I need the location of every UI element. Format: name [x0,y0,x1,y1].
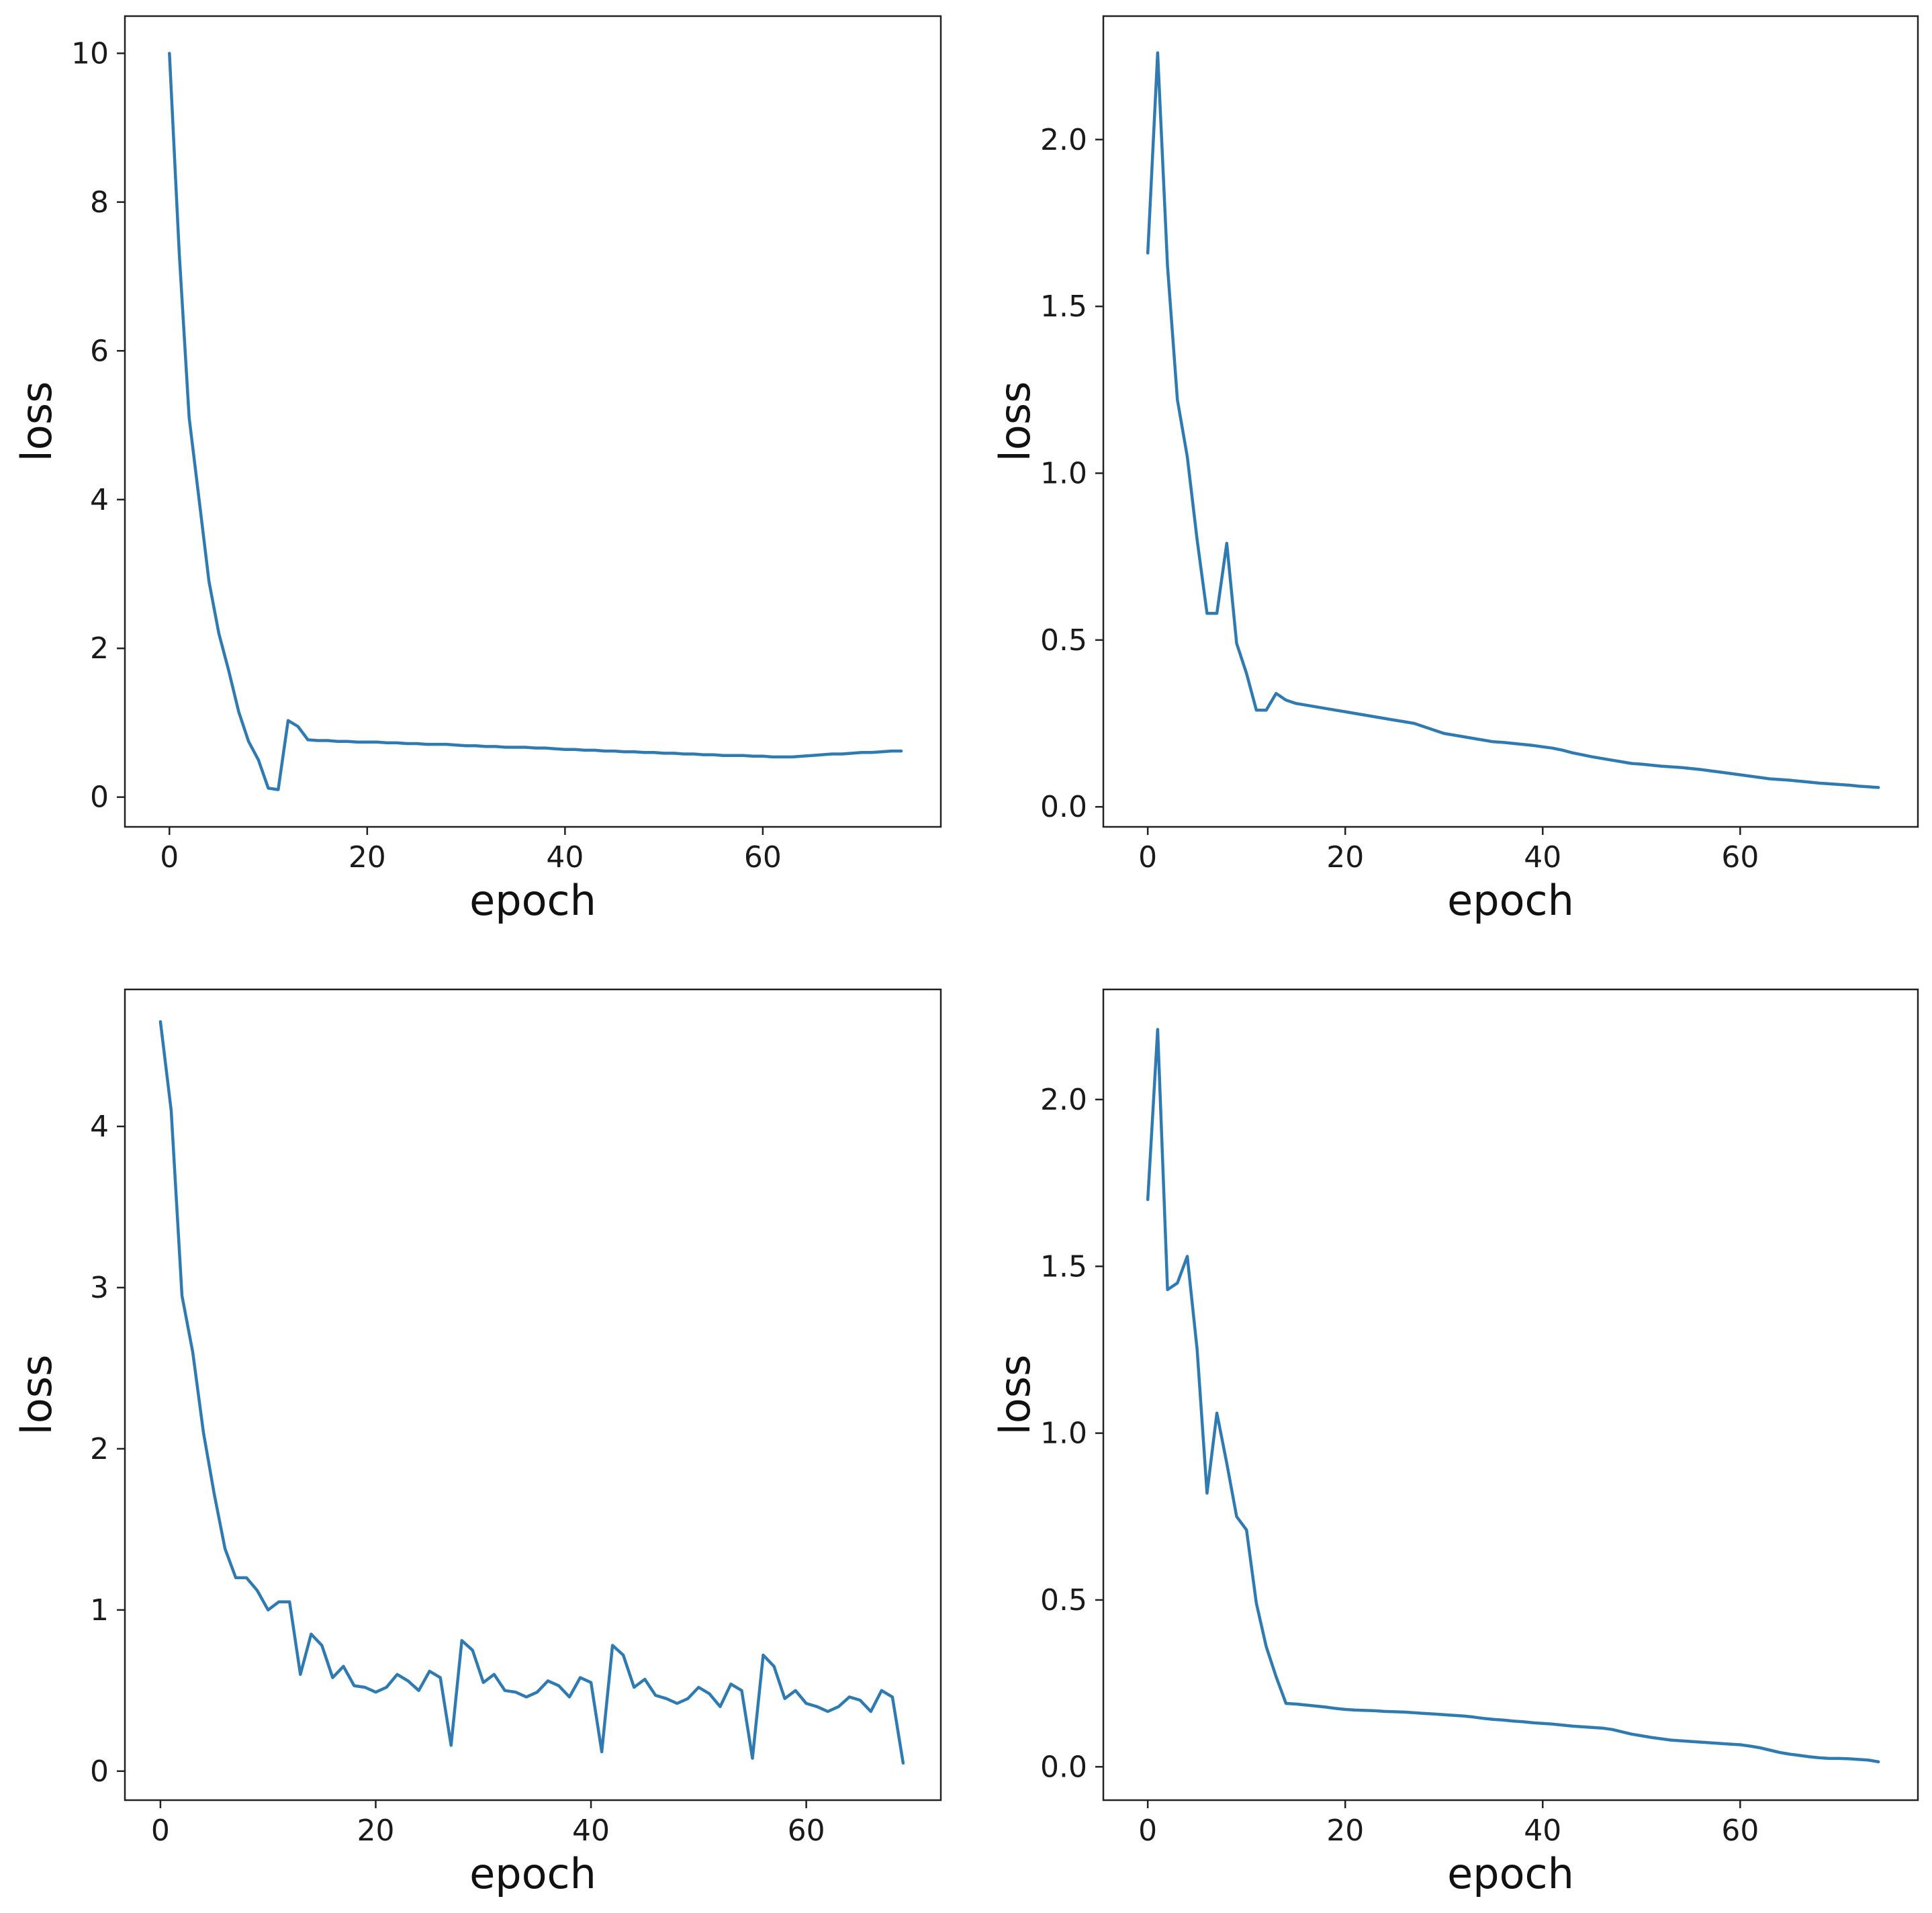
plot-frame [1102,15,1919,828]
y-axis-label: loss [12,1355,61,1435]
y-tick-label: 0 [90,1754,109,1789]
y-tick-label: 2.0 [1040,1083,1087,1117]
y-tick-label: 3 [90,1271,109,1305]
x-tick-label: 60 [788,1814,825,1848]
y-axis-label: loss [991,382,1040,462]
x-tick-label: 20 [357,1814,394,1848]
y-tick-label: 2.0 [1040,123,1087,157]
x-tick-label: 40 [572,1814,610,1848]
chart-panel-top-right: 0 20 40 60 0.0 0.5 1.0 1.5 2.0 epoch loss [991,15,1919,925]
y-tick-label: 1.0 [1040,1417,1087,1451]
y-tick-label: 10 [71,36,109,71]
y-tick-label: 4 [90,1110,109,1144]
x-tick-label: 40 [1524,1814,1561,1848]
x-tick-label: 60 [1721,840,1759,875]
y-tick-label: 2 [90,631,109,666]
y-tick-label: 1.5 [1040,1249,1087,1284]
x-tick-label: 0 [160,840,179,875]
y-tick-label: 6 [90,334,109,368]
series-line-loss [1146,1028,1880,1764]
y-axis-label: loss [991,1355,1040,1435]
y-tick-label: 8 [90,185,109,220]
x-tick-label: 40 [1524,840,1561,875]
plot-frame [1102,988,1919,1801]
x-tick-label: 60 [1721,1814,1759,1848]
series-line-loss [168,52,903,791]
series-line-loss [158,1020,905,1765]
y-tick-label: 0.5 [1040,623,1087,658]
x-tick-label: 20 [349,840,386,875]
x-tick-label: 0 [1138,1814,1157,1848]
x-tick-label: 40 [546,840,584,875]
x-tick-label: 20 [1326,1814,1364,1848]
x-axis-label: epoch [1447,1849,1574,1898]
y-tick-label: 2 [90,1432,109,1466]
x-axis-label: epoch [1447,876,1574,925]
x-axis-label: epoch [469,876,596,925]
plot-frame [124,988,942,1801]
y-tick-label: 0 [90,781,109,815]
x-tick-label: 0 [151,1814,170,1848]
x-tick-label: 60 [744,840,782,875]
chart-panel-bottom-right: 0 20 40 60 0.0 0.5 1.0 1.5 2.0 epoch loss [991,988,1919,1898]
series-line-loss [1146,51,1880,789]
y-tick-label: 4 [90,483,109,517]
y-tick-label: 0.0 [1040,790,1087,824]
y-tick-label: 1.5 [1040,290,1087,324]
y-tick-label: 1.0 [1040,456,1087,490]
y-axis-label: loss [12,382,61,462]
y-tick-label: 0.5 [1040,1583,1087,1617]
chart-panel-top-left: 0 20 40 60 0 2 4 6 8 10 epoch loss [12,15,942,925]
y-tick-label: 0.0 [1040,1750,1087,1784]
x-tick-label: 20 [1326,840,1364,875]
plot-frame [124,15,942,828]
chart-panel-bottom-left: 0 20 40 60 0 1 2 3 4 epoch loss [12,988,942,1898]
x-tick-label: 0 [1138,840,1157,875]
y-tick-label: 1 [90,1593,109,1628]
x-axis-label: epoch [469,1849,596,1898]
